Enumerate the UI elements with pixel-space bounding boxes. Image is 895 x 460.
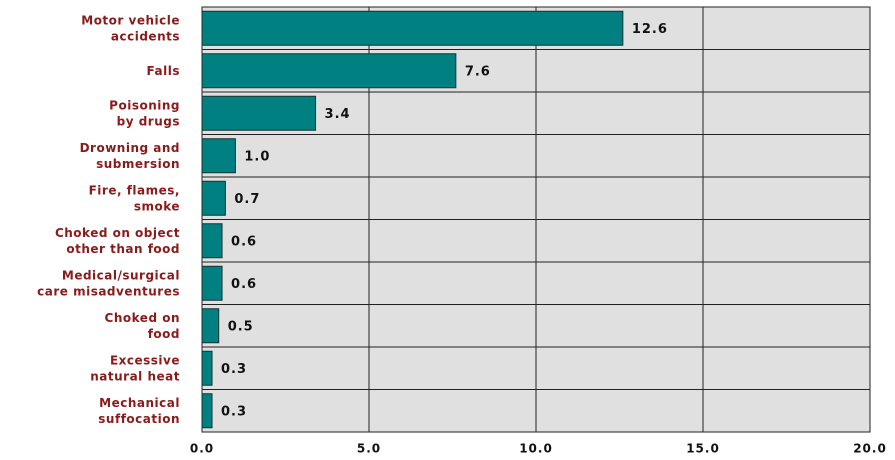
y-tick-label: Drowning and submersion xyxy=(80,140,180,170)
value-label: 12.6 xyxy=(632,22,668,37)
value-label: 0.5 xyxy=(228,319,254,334)
x-tick-label: 5.0 xyxy=(357,442,381,456)
bar xyxy=(201,10,624,46)
y-tick-label-line: by drugs xyxy=(117,114,180,128)
y-tick-label: Poisoning by drugs xyxy=(109,98,180,128)
value-label: 0.6 xyxy=(231,234,257,249)
y-tick-label-line: other than food xyxy=(66,241,180,255)
x-tick-label: 15.0 xyxy=(686,442,720,456)
y-tick-label-line: Choked on xyxy=(105,310,180,324)
y-tick-label: Fire, flames, smoke xyxy=(89,183,180,213)
x-tick-label: 0.0 xyxy=(190,442,214,456)
bar xyxy=(201,393,213,429)
y-tick-label: Mechanical suffocation xyxy=(98,395,180,425)
y-tick-label: Excessive natural heat xyxy=(90,353,180,383)
value-label: 0.3 xyxy=(221,404,247,419)
y-tick-label-line: Choked on object xyxy=(55,225,180,239)
bar xyxy=(201,138,236,174)
bar xyxy=(201,180,226,216)
y-tick-label-line: Fire, flames, xyxy=(89,183,180,197)
value-label: 0.3 xyxy=(221,362,247,377)
y-tick-label-line: Drowning and xyxy=(80,140,180,154)
y-tick-label-line: suffocation xyxy=(98,411,180,425)
y-tick-label-line: Falls xyxy=(147,63,180,77)
bar xyxy=(201,95,317,131)
y-tick-label-line: Mechanical xyxy=(99,395,180,409)
value-label: 0.6 xyxy=(231,277,257,292)
y-tick-label-line: Motor vehicle xyxy=(81,13,180,27)
y-tick-label-line: Poisoning xyxy=(109,98,180,112)
bar xyxy=(201,223,223,259)
bar xyxy=(201,308,220,344)
y-tick-label: Motor vehicle accidents xyxy=(81,13,180,43)
y-tick-label-line: smoke xyxy=(134,199,180,213)
y-tick-label: Falls xyxy=(147,63,180,77)
y-tick-label: Choked on food xyxy=(105,310,180,340)
x-tick-label: 10.0 xyxy=(519,442,553,456)
bar xyxy=(201,265,223,301)
y-tick-label-line: Excessive xyxy=(110,353,180,367)
y-tick-label: Choked on object other than food xyxy=(55,225,180,255)
value-label: 1.0 xyxy=(244,149,270,164)
y-tick-label-line: natural heat xyxy=(90,369,180,383)
y-tick-label-line: accidents xyxy=(111,29,180,43)
value-label: 7.6 xyxy=(465,64,491,79)
value-label: 0.7 xyxy=(234,192,260,207)
y-tick-label-line: food xyxy=(148,326,180,340)
x-tick-label: 20.0 xyxy=(853,442,887,456)
y-tick-label-line: care misadventures xyxy=(37,284,180,298)
y-tick-label: Medical/surgical care misadventures xyxy=(37,268,180,298)
y-tick-label-line: Medical/surgical xyxy=(62,268,180,282)
value-label: 3.4 xyxy=(325,107,351,122)
bar xyxy=(201,350,213,386)
y-tick-label-line: submersion xyxy=(96,156,180,170)
bar xyxy=(201,53,457,89)
